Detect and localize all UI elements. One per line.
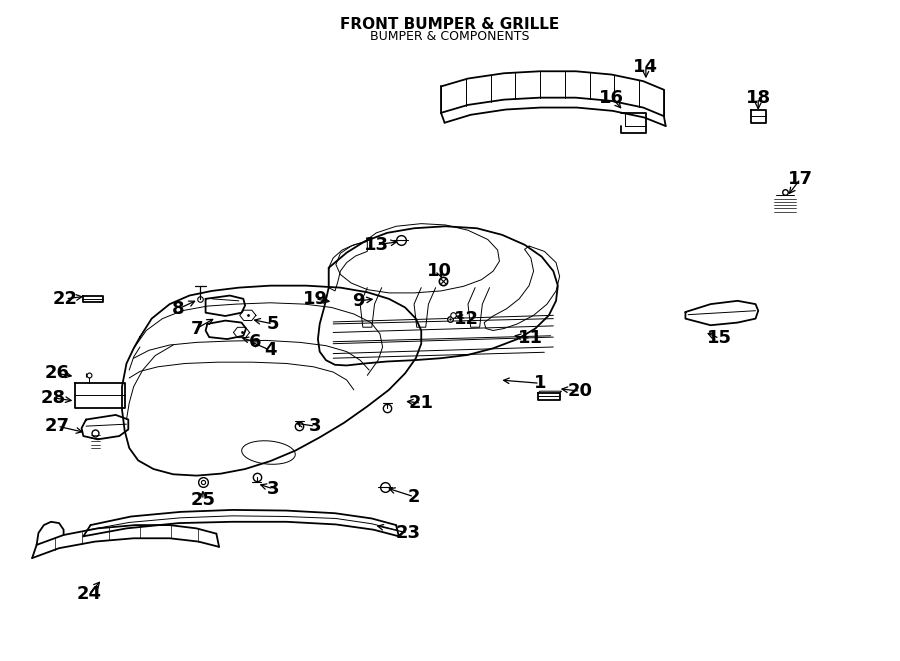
Text: 26: 26 [45,364,70,382]
Text: 12: 12 [454,309,479,328]
Text: 22: 22 [53,290,78,308]
Text: 5: 5 [266,315,279,333]
Text: 8: 8 [172,299,184,318]
Text: 28: 28 [40,389,66,407]
Text: 11: 11 [518,329,544,348]
Text: 17: 17 [788,170,813,188]
Text: 10: 10 [427,262,452,280]
Text: 3: 3 [309,417,321,435]
Text: 13: 13 [364,236,389,254]
Text: 16: 16 [599,89,625,106]
Text: 9: 9 [352,292,365,310]
Text: 15: 15 [707,329,732,348]
Text: 24: 24 [76,586,102,603]
Text: 21: 21 [409,394,434,412]
Text: 7: 7 [190,319,203,338]
Text: 20: 20 [568,382,593,400]
Text: 14: 14 [634,58,659,75]
Text: FRONT BUMPER & GRILLE: FRONT BUMPER & GRILLE [340,17,560,32]
Text: 2: 2 [408,488,420,506]
Text: 4: 4 [264,341,276,360]
Text: 27: 27 [45,417,70,435]
Text: 1: 1 [534,374,546,392]
Text: 3: 3 [266,480,279,498]
Text: 23: 23 [395,524,420,542]
Text: 19: 19 [302,290,328,308]
Text: 18: 18 [746,89,770,106]
Text: BUMPER & COMPONENTS: BUMPER & COMPONENTS [370,30,530,44]
Text: 6: 6 [248,332,261,351]
Text: 25: 25 [191,491,215,509]
